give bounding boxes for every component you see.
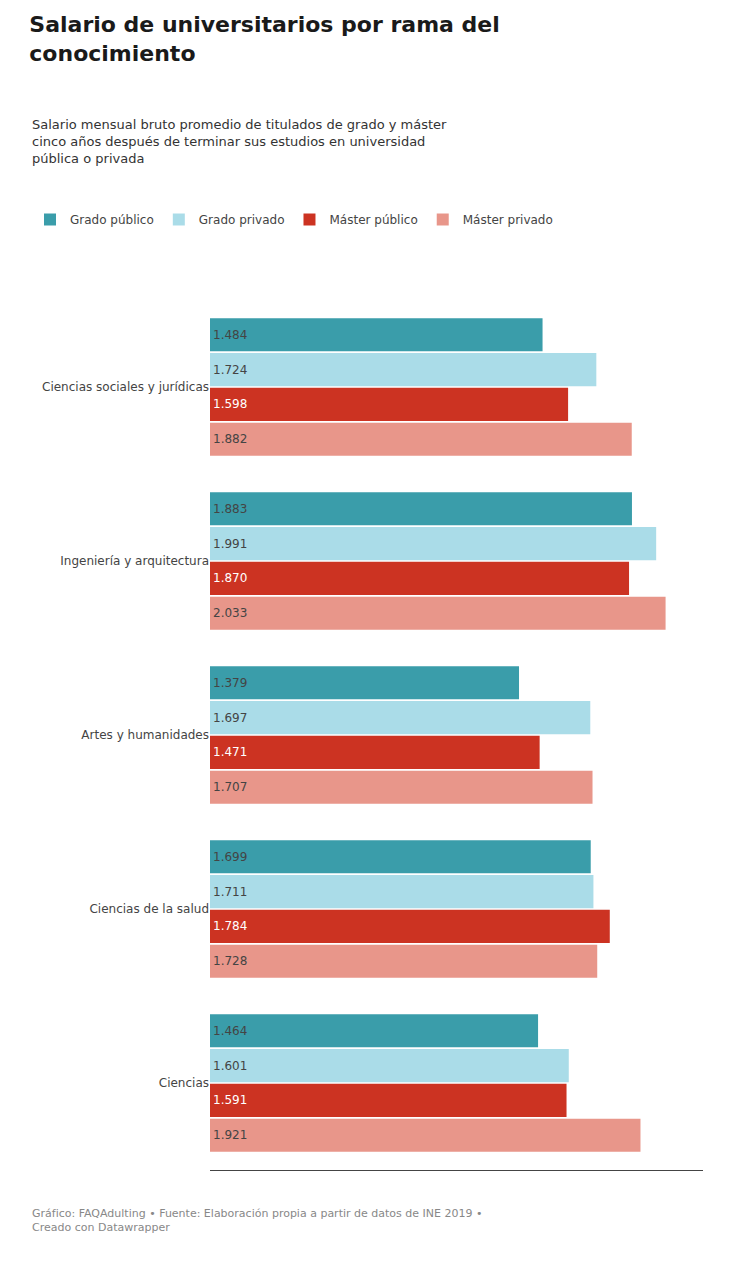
svg-text:1.707: 1.707 bbox=[213, 780, 247, 794]
svg-text:1.699: 1.699 bbox=[213, 850, 247, 864]
svg-text:Máster privado: Máster privado bbox=[463, 213, 553, 227]
svg-text:Ingeniería y arquitectura: Ingeniería y arquitectura bbox=[60, 554, 209, 568]
svg-text:1.591: 1.591 bbox=[213, 1093, 247, 1107]
svg-text:Máster público: Máster público bbox=[329, 213, 417, 227]
svg-text:Artes y humanidades: Artes y humanidades bbox=[81, 728, 209, 742]
svg-text:1.601: 1.601 bbox=[213, 1059, 247, 1073]
svg-text:2.033: 2.033 bbox=[213, 606, 247, 620]
svg-text:1.697: 1.697 bbox=[213, 711, 247, 725]
svg-text:1.484: 1.484 bbox=[213, 328, 247, 342]
svg-text:1.921: 1.921 bbox=[213, 1128, 247, 1142]
svg-text:1.882: 1.882 bbox=[213, 432, 247, 446]
svg-text:Ciencias sociales y jurídicas: Ciencias sociales y jurídicas bbox=[42, 380, 209, 394]
svg-text:Ciencias de la salud: Ciencias de la salud bbox=[89, 902, 209, 916]
svg-text:1.784: 1.784 bbox=[213, 919, 247, 933]
svg-text:Salario de universitarios por: Salario de universitarios por rama delco… bbox=[29, 12, 500, 66]
svg-text:1.728: 1.728 bbox=[213, 954, 247, 968]
svg-text:1.724: 1.724 bbox=[213, 363, 247, 377]
svg-text:1.379: 1.379 bbox=[213, 676, 247, 690]
svg-text:Grado público: Grado público bbox=[70, 213, 154, 227]
svg-text:Gráfico: FAQAdulting • Fuente:: Gráfico: FAQAdulting • Fuente: Elaboraci… bbox=[32, 1207, 482, 1234]
svg-text:1.883: 1.883 bbox=[213, 502, 247, 516]
svg-text:Ciencias: Ciencias bbox=[159, 1076, 209, 1090]
svg-text:1.598: 1.598 bbox=[213, 397, 247, 411]
svg-text:Salario mensual bruto promedio: Salario mensual bruto promedio de titula… bbox=[32, 117, 447, 166]
svg-text:1.870: 1.870 bbox=[213, 571, 247, 585]
svg-text:1.991: 1.991 bbox=[213, 537, 247, 551]
svg-text:Grado privado: Grado privado bbox=[199, 213, 285, 227]
svg-text:1.464: 1.464 bbox=[213, 1024, 247, 1038]
svg-text:1.711: 1.711 bbox=[213, 885, 247, 899]
svg-text:1.471: 1.471 bbox=[213, 745, 247, 759]
